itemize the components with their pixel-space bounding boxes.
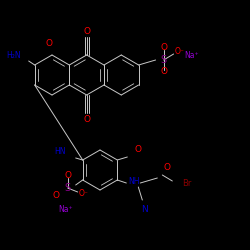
Text: Na⁺: Na⁺ [184,52,199,60]
Text: O: O [46,38,52,48]
Text: O: O [83,114,90,124]
Text: NH: NH [128,176,140,186]
Text: N: N [141,206,148,214]
Text: O: O [160,68,167,76]
Text: Br: Br [182,178,191,188]
Text: HN: HN [54,146,66,156]
Text: O: O [164,162,171,172]
Text: H₂N: H₂N [6,50,21,59]
Text: O: O [52,192,59,200]
Text: O: O [64,172,71,180]
Text: O: O [160,44,167,52]
Text: O⁻: O⁻ [79,190,88,198]
Text: S: S [160,55,167,65]
Text: O: O [83,26,90,36]
Text: O: O [135,144,142,154]
Text: S: S [64,183,71,193]
Text: Na⁺: Na⁺ [58,206,73,214]
Text: O⁻: O⁻ [175,48,184,56]
